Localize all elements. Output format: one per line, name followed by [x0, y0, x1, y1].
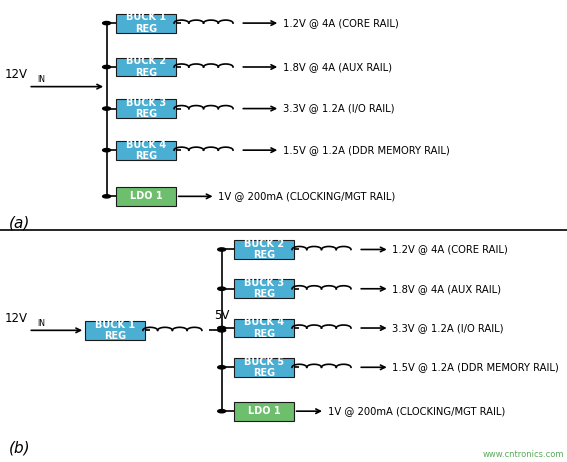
FancyBboxPatch shape [234, 240, 294, 259]
FancyBboxPatch shape [234, 401, 294, 420]
Circle shape [103, 21, 111, 25]
Text: BUCK 3
REG: BUCK 3 REG [126, 98, 166, 119]
Text: 3.3V @ 1.2A (I/O RAIL): 3.3V @ 1.2A (I/O RAIL) [283, 103, 395, 114]
Text: (a): (a) [9, 215, 30, 231]
FancyBboxPatch shape [85, 321, 145, 340]
Text: BUCK 3
REG: BUCK 3 REG [244, 278, 284, 299]
FancyBboxPatch shape [116, 140, 176, 159]
Text: 1.2V @ 4A (CORE RAIL): 1.2V @ 4A (CORE RAIL) [392, 244, 508, 255]
Text: 1.8V @ 4A (AUX RAIL): 1.8V @ 4A (AUX RAIL) [392, 284, 501, 294]
Text: BUCK 1
REG: BUCK 1 REG [95, 320, 135, 341]
Circle shape [218, 366, 226, 369]
FancyBboxPatch shape [116, 58, 176, 76]
Circle shape [218, 409, 226, 413]
Text: BUCK 2
REG: BUCK 2 REG [126, 56, 166, 78]
Text: BUCK 2
REG: BUCK 2 REG [244, 239, 284, 260]
Text: LDO 1: LDO 1 [130, 191, 162, 201]
Text: BUCK 4
REG: BUCK 4 REG [126, 140, 166, 161]
Text: 1.2V @ 4A (CORE RAIL): 1.2V @ 4A (CORE RAIL) [283, 18, 399, 28]
Circle shape [218, 326, 226, 329]
Text: 1.8V @ 4A (AUX RAIL): 1.8V @ 4A (AUX RAIL) [283, 62, 392, 72]
Text: 12V: 12V [5, 311, 28, 324]
FancyBboxPatch shape [116, 187, 176, 206]
Text: 1V @ 200mA (CLOCKING/MGT RAIL): 1V @ 200mA (CLOCKING/MGT RAIL) [328, 406, 505, 416]
Text: BUCK 4
REG: BUCK 4 REG [244, 317, 284, 339]
FancyBboxPatch shape [234, 319, 294, 337]
Text: IN: IN [37, 319, 45, 328]
Text: IN: IN [37, 75, 45, 84]
Circle shape [103, 107, 111, 110]
Text: 12V: 12V [5, 68, 28, 81]
Text: 1V @ 200mA (CLOCKING/MGT RAIL): 1V @ 200mA (CLOCKING/MGT RAIL) [218, 191, 396, 201]
Text: (b): (b) [9, 441, 30, 456]
Circle shape [218, 287, 226, 291]
Circle shape [218, 329, 226, 332]
FancyBboxPatch shape [234, 358, 294, 377]
FancyBboxPatch shape [116, 14, 176, 32]
Circle shape [218, 248, 226, 251]
Circle shape [103, 65, 111, 69]
Text: www.cntronics.com: www.cntronics.com [483, 450, 564, 458]
Circle shape [103, 195, 111, 198]
Text: BUCK 1
REG: BUCK 1 REG [126, 12, 166, 34]
Text: 3.3V @ 1.2A (I/O RAIL): 3.3V @ 1.2A (I/O RAIL) [392, 323, 504, 333]
Circle shape [103, 148, 111, 152]
Text: 1.5V @ 1.2A (DDR MEMORY RAIL): 1.5V @ 1.2A (DDR MEMORY RAIL) [283, 145, 450, 155]
FancyBboxPatch shape [116, 99, 176, 118]
Text: 5V: 5V [214, 309, 230, 322]
Text: BUCK 5
REG: BUCK 5 REG [244, 357, 284, 378]
Text: LDO 1: LDO 1 [248, 406, 280, 416]
Text: 1.5V @ 1.2A (DDR MEMORY RAIL): 1.5V @ 1.2A (DDR MEMORY RAIL) [392, 362, 559, 372]
FancyBboxPatch shape [234, 279, 294, 298]
